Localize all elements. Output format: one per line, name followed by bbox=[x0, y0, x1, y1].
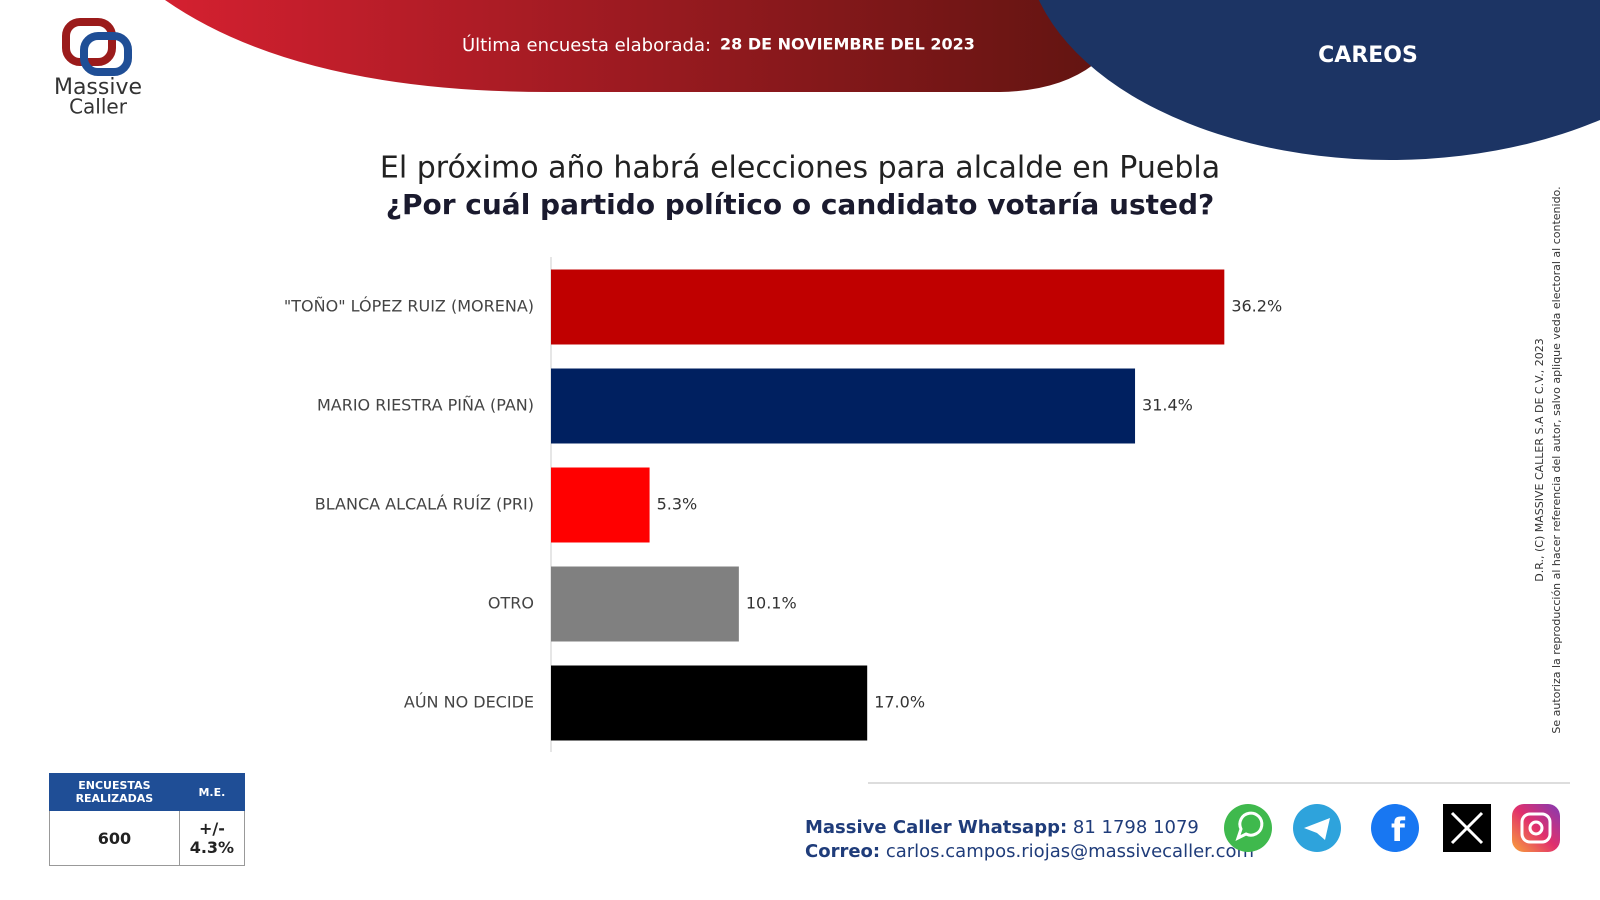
value-label: 17.0% bbox=[874, 693, 925, 712]
category-label: MARIO RIESTRA PIÑA (PAN) bbox=[317, 396, 534, 415]
logo-text: Massive bbox=[54, 75, 142, 100]
whatsapp-glyph bbox=[1235, 811, 1264, 841]
logo-text: Caller bbox=[69, 95, 128, 119]
footer-value: carlos.campos.riojas@massivecaller.com bbox=[886, 841, 1254, 862]
bar bbox=[551, 566, 739, 642]
whatsapp-icon[interactable] bbox=[1224, 804, 1272, 852]
bar bbox=[551, 665, 868, 741]
footer-whatsapp: Massive Caller Whatsapp: 81 1798 1079 bbox=[805, 817, 1199, 838]
bar bbox=[551, 269, 1225, 345]
category-label: "TOÑO" LÓPEZ RUIZ (MORENA) bbox=[284, 297, 534, 316]
header-band bbox=[165, 0, 1135, 93]
value-label: 36.2% bbox=[1231, 297, 1282, 316]
header-section: CAREOS bbox=[1318, 43, 1418, 68]
header-label: Última encuesta elaborada: bbox=[462, 34, 711, 56]
footer-value: 81 1798 1079 bbox=[1073, 817, 1199, 838]
telegram-glyph bbox=[1304, 818, 1330, 840]
value-label: 31.4% bbox=[1142, 396, 1193, 415]
disclaimer: D.R., (C) MASSIVE CALLER S.A DE C.V., 20… bbox=[1533, 338, 1546, 581]
value-label: 10.1% bbox=[746, 594, 797, 613]
chart-subtitle: ¿Por cuál partido político o candidato v… bbox=[386, 188, 1215, 221]
instagram-glyph bbox=[1520, 812, 1552, 844]
facebook-glyph: f bbox=[1391, 811, 1406, 849]
instagram-icon[interactable] bbox=[1512, 804, 1560, 852]
table-cell: 600 bbox=[49, 810, 180, 866]
logo-bubble-blue bbox=[80, 32, 132, 76]
footer-email: Correo: carlos.campos.riojas@massivecall… bbox=[805, 841, 1254, 862]
chart-title: El próximo año habrá elecciones para alc… bbox=[380, 151, 1220, 186]
footer-label: Correo: bbox=[805, 841, 880, 862]
table-cell: +/- 4.3% bbox=[178, 810, 246, 866]
table-header: ENCUESTAS REALIZADAS bbox=[49, 773, 180, 811]
stats-table: ENCUESTAS REALIZADAS M.E. 600 +/- 4.3% bbox=[49, 773, 246, 866]
instagram-glyph bbox=[1528, 820, 1544, 836]
category-label: OTRO bbox=[488, 594, 534, 613]
logo: Massive Caller bbox=[54, 18, 142, 119]
header-circle bbox=[1038, 0, 1600, 160]
header-date: 28 DE NOVIEMBRE DEL 2023 bbox=[720, 35, 975, 54]
category-label: AÚN NO DECIDE bbox=[404, 693, 534, 712]
bar bbox=[551, 467, 650, 543]
disclaimer: Se autoriza la reproducción al hacer ref… bbox=[1550, 186, 1563, 733]
x-glyph bbox=[1450, 811, 1484, 845]
table-header: M.E. bbox=[178, 773, 246, 811]
category-label: BLANCA ALCALÁ RUÍZ (PRI) bbox=[315, 495, 534, 514]
value-label: 5.3% bbox=[657, 495, 698, 514]
logo-bubble-red bbox=[62, 18, 116, 66]
footer-label: Massive Caller Whatsapp: bbox=[805, 817, 1067, 838]
bar bbox=[551, 368, 1136, 444]
facebook-icon[interactable] bbox=[1371, 804, 1419, 852]
